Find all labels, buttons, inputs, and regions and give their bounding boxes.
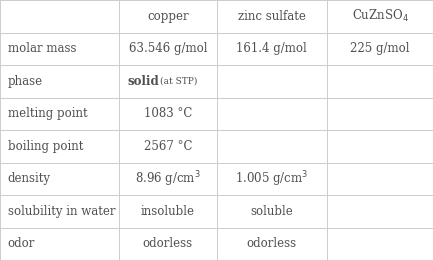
Text: odor: odor [8,237,35,250]
Text: 1.005 g/cm$^3$: 1.005 g/cm$^3$ [235,169,308,188]
Text: 63.546 g/mol: 63.546 g/mol [129,42,207,55]
Text: solid: solid [128,75,159,88]
Text: odorless: odorless [247,237,297,250]
Text: soluble: soluble [250,205,293,218]
Text: solubility in water: solubility in water [8,205,115,218]
Text: 1083 °C: 1083 °C [144,107,192,120]
Text: copper: copper [147,10,189,23]
Text: density: density [8,172,51,185]
Text: phase: phase [8,75,43,88]
Text: (at STP): (at STP) [160,77,197,86]
Text: zinc sulfate: zinc sulfate [238,10,306,23]
Text: melting point: melting point [8,107,87,120]
Text: boiling point: boiling point [8,140,83,153]
Text: 8.96 g/cm$^3$: 8.96 g/cm$^3$ [135,169,200,188]
Text: odorless: odorless [143,237,193,250]
Text: 225 g/mol: 225 g/mol [350,42,410,55]
Text: 2567 °C: 2567 °C [143,140,192,153]
Text: 161.4 g/mol: 161.4 g/mol [236,42,307,55]
Text: CuZnSO$_4$: CuZnSO$_4$ [352,8,408,24]
Text: molar mass: molar mass [8,42,76,55]
Text: insoluble: insoluble [141,205,195,218]
